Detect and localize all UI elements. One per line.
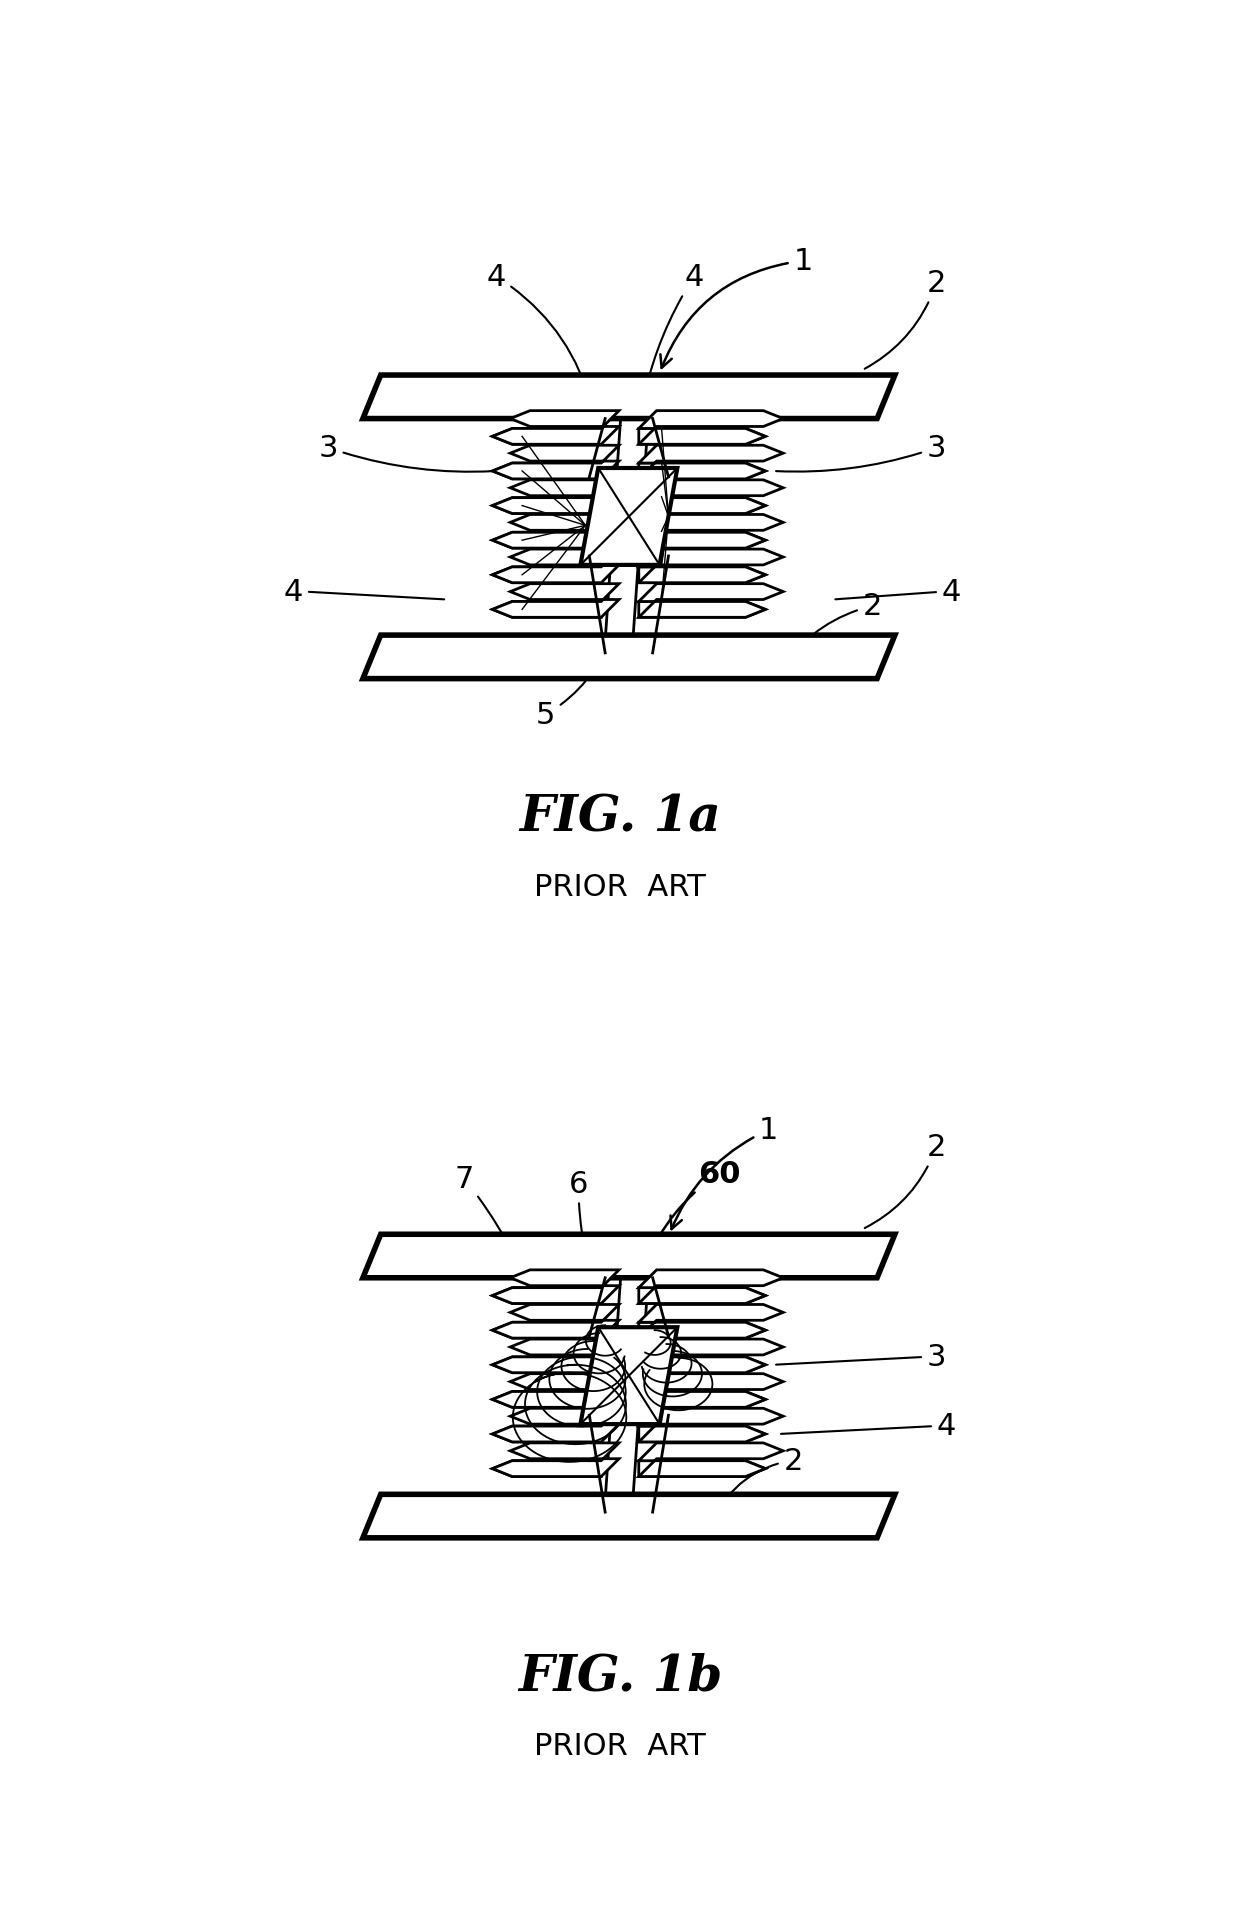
Polygon shape: [639, 1374, 784, 1407]
Text: 4: 4: [836, 577, 961, 606]
Polygon shape: [639, 1392, 765, 1407]
Text: 7: 7: [454, 1164, 541, 1320]
Text: 4: 4: [487, 262, 591, 407]
Polygon shape: [639, 1357, 765, 1372]
Polygon shape: [492, 1322, 601, 1337]
Text: 4: 4: [284, 577, 444, 606]
Polygon shape: [639, 1305, 784, 1337]
Text: 5: 5: [536, 627, 614, 730]
Polygon shape: [639, 602, 765, 618]
Polygon shape: [639, 1461, 765, 1476]
Polygon shape: [363, 635, 895, 679]
Polygon shape: [639, 1339, 784, 1372]
Polygon shape: [639, 481, 784, 513]
Polygon shape: [639, 1409, 784, 1442]
Polygon shape: [492, 533, 601, 548]
Text: 1: 1: [671, 1116, 777, 1229]
Polygon shape: [492, 515, 619, 548]
Polygon shape: [639, 411, 784, 446]
Polygon shape: [604, 1258, 650, 1515]
Polygon shape: [492, 567, 601, 583]
Polygon shape: [492, 411, 619, 446]
Polygon shape: [492, 1357, 601, 1372]
Polygon shape: [492, 1426, 601, 1442]
Polygon shape: [492, 446, 619, 481]
Text: FIG. 1a: FIG. 1a: [520, 793, 720, 841]
Polygon shape: [492, 481, 619, 513]
Polygon shape: [639, 1287, 765, 1305]
Polygon shape: [492, 498, 601, 513]
Polygon shape: [492, 1287, 601, 1305]
Polygon shape: [639, 1444, 784, 1476]
Polygon shape: [363, 1494, 895, 1538]
Polygon shape: [639, 498, 765, 513]
Text: 3: 3: [319, 434, 494, 473]
Polygon shape: [639, 446, 784, 481]
Text: PRIOR  ART: PRIOR ART: [534, 1731, 706, 1760]
Text: FIG. 1b: FIG. 1b: [518, 1652, 722, 1700]
Text: 3: 3: [776, 1341, 946, 1370]
Polygon shape: [639, 550, 784, 583]
Text: 3: 3: [776, 434, 946, 473]
Polygon shape: [492, 1444, 619, 1476]
Polygon shape: [492, 428, 601, 446]
Polygon shape: [639, 428, 765, 446]
Text: PRIOR  ART: PRIOR ART: [534, 872, 706, 901]
Text: 2: 2: [864, 268, 946, 369]
Polygon shape: [639, 1270, 784, 1305]
Polygon shape: [492, 550, 619, 583]
Text: 2: 2: [709, 1446, 802, 1530]
Polygon shape: [492, 1374, 619, 1407]
Polygon shape: [492, 1461, 601, 1476]
Polygon shape: [639, 1426, 765, 1442]
Polygon shape: [639, 1322, 765, 1337]
Polygon shape: [639, 515, 784, 548]
Polygon shape: [492, 602, 601, 618]
Polygon shape: [492, 1270, 619, 1305]
Polygon shape: [492, 1392, 601, 1407]
Polygon shape: [639, 463, 765, 481]
Polygon shape: [492, 1305, 619, 1337]
Polygon shape: [492, 585, 619, 618]
Polygon shape: [639, 585, 784, 618]
Polygon shape: [639, 533, 765, 548]
Polygon shape: [580, 1328, 677, 1424]
Polygon shape: [639, 567, 765, 583]
Text: 4: 4: [642, 262, 704, 407]
Polygon shape: [363, 376, 895, 419]
Text: 1: 1: [661, 247, 812, 369]
Text: 6: 6: [569, 1170, 604, 1314]
Polygon shape: [604, 400, 650, 656]
Text: 60: 60: [636, 1160, 740, 1289]
Polygon shape: [492, 1409, 619, 1442]
Polygon shape: [580, 469, 677, 565]
Text: 2: 2: [780, 593, 882, 672]
Text: 2: 2: [864, 1133, 946, 1227]
Polygon shape: [492, 1339, 619, 1372]
Polygon shape: [363, 1235, 895, 1278]
Polygon shape: [492, 463, 601, 481]
Text: 4: 4: [781, 1411, 956, 1440]
